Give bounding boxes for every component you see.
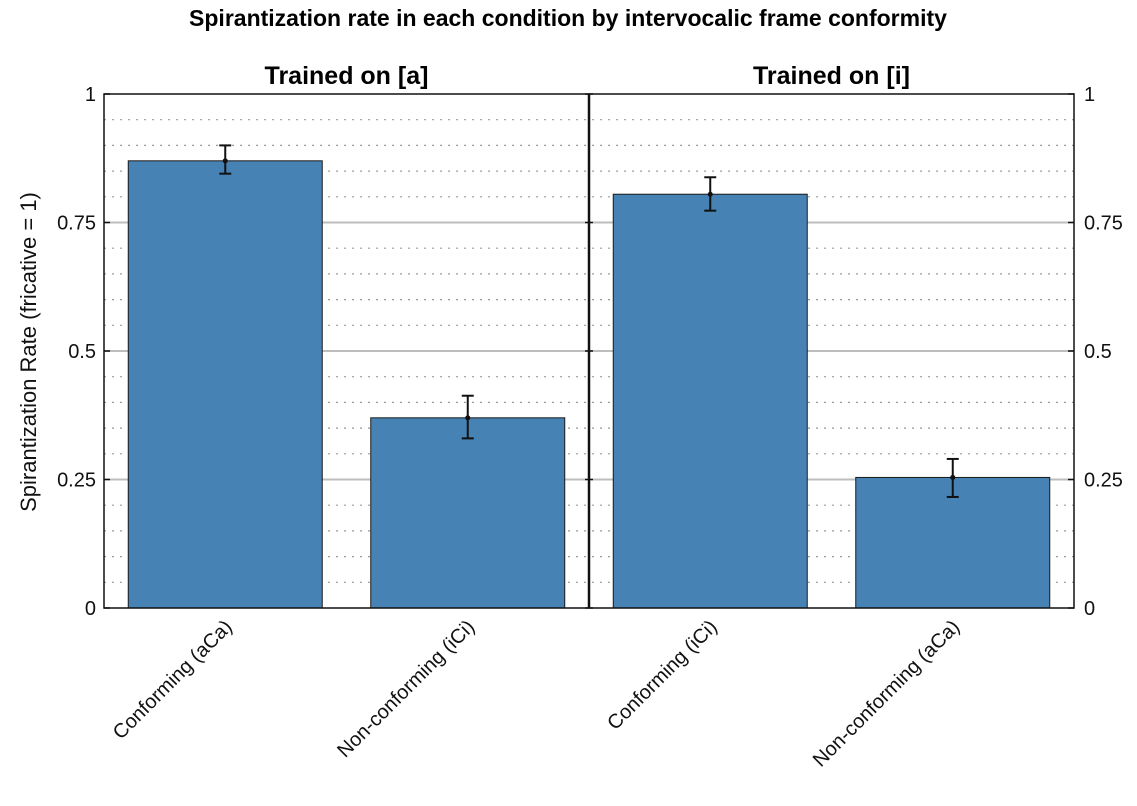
x-tick-label: Non-conforming (aCa): [809, 616, 964, 771]
y-tick-label-left: 0: [85, 598, 96, 620]
bar: [370, 417, 566, 609]
y-tick-label-right: 0: [1084, 598, 1095, 620]
error-bar-center: [465, 415, 471, 421]
panel-title: Trained on [i]: [753, 62, 910, 90]
y-tick-label-right: 1: [1084, 84, 1095, 106]
x-tick-label: Conforming (iCi): [603, 616, 722, 735]
y-tick-label-right: 0.25: [1084, 470, 1123, 492]
axes-frame: [103, 93, 1075, 609]
y-tick-label-left: 0.5: [68, 341, 96, 363]
y-axis-label: Spirantization Rate (fricative = 1): [16, 192, 41, 512]
bars: [127, 144, 1051, 609]
error-bar-center: [707, 191, 713, 197]
y-tick-label-left: 0.25: [57, 470, 96, 492]
x-tick-label: Conforming (aCa): [109, 616, 237, 744]
x-tick-label: Non-conforming (iCi): [333, 616, 479, 762]
bar: [612, 193, 808, 609]
chart-title: Spirantization rate in each condition by…: [189, 5, 947, 31]
error-bar-center: [950, 474, 956, 480]
y-tick-label-right: 0.5: [1084, 341, 1112, 363]
error-bar-center: [222, 158, 228, 164]
y-tick-label-left: 1: [85, 84, 96, 106]
y-tick-label-left: 0.75: [57, 213, 96, 235]
y-tick-label-right: 0.75: [1084, 213, 1123, 235]
panel-title: Trained on [a]: [265, 62, 429, 90]
bar: [127, 160, 323, 609]
